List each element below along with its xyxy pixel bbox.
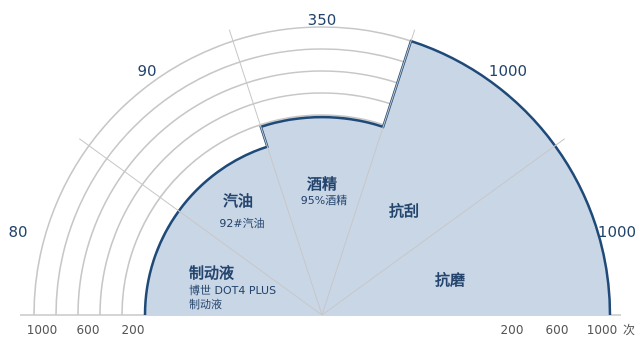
category-sublabel-gasoline: 92#汽油 — [219, 216, 264, 230]
tick-label-right-600: 600 — [546, 323, 569, 337]
sector-outline — [143, 39, 612, 316]
tick-label-left-600: 600 — [77, 323, 100, 337]
sector-fill-area — [145, 41, 610, 315]
ray-layer — [78, 29, 566, 316]
divider-ray-1 — [78, 138, 323, 316]
tick-label-left-1000: 1000 — [27, 323, 58, 337]
capacity-label-90: 90 — [137, 62, 156, 80]
capacity-label-1000-a: 1000 — [489, 62, 527, 80]
tick-label-right-1000: 1000 — [587, 323, 618, 337]
divider-ray-3 — [321, 29, 416, 316]
category-sublabel2-brake-fluid: 制动液 — [189, 297, 222, 311]
capacity-label-1000-b: 1000 — [598, 223, 636, 241]
category-sublabel-alcohol: 95%酒精 — [301, 194, 347, 207]
tick-label-left-200: 200 — [122, 323, 145, 337]
category-label-alcohol: 酒精 — [307, 175, 337, 193]
capacity-label-80: 80 — [8, 223, 27, 241]
category-sublabel-brake-fluid: 博世 DOT4 PLUS — [189, 284, 276, 297]
category-label-scratch: 抗刮 — [389, 202, 419, 220]
category-label-wear: 抗磨 — [435, 271, 466, 289]
category-label-brake-fluid: 制动液 — [189, 264, 235, 282]
capacity-label-350: 350 — [308, 11, 337, 29]
tick-label-right-200: 200 — [501, 323, 524, 337]
unit-label: 次 — [623, 323, 635, 337]
divider-ray-2 — [228, 29, 323, 316]
sector-layer — [143, 39, 612, 316]
divider-ray-4 — [321, 138, 566, 316]
category-label-gasoline: 汽油 — [223, 192, 253, 210]
